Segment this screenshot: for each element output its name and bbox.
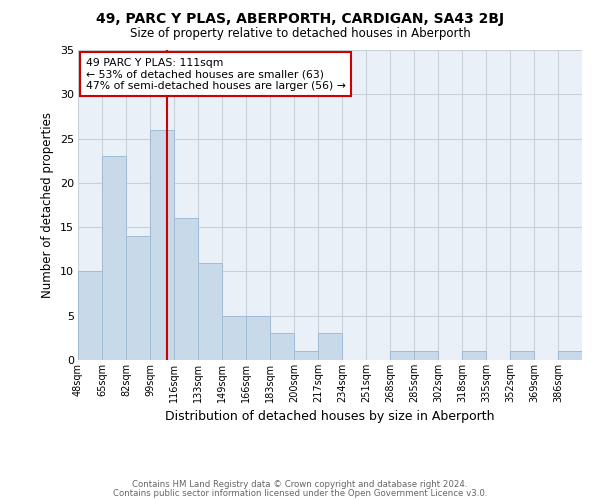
Bar (150, 130, 174, 360)
Bar (414, 351, 438, 360)
Bar (102, 156, 126, 360)
Bar (390, 351, 414, 360)
Bar (318, 334, 342, 360)
Bar (462, 351, 486, 360)
Text: 49 PARC Y PLAS: 111sqm
← 53% of detached houses are smaller (63)
47% of semi-det: 49 PARC Y PLAS: 111sqm ← 53% of detached… (86, 58, 346, 91)
Bar (222, 316, 246, 360)
Bar (510, 351, 534, 360)
Bar (294, 351, 318, 360)
Y-axis label: Number of detached properties: Number of detached properties (41, 112, 54, 298)
Bar (270, 334, 294, 360)
Text: Contains HM Land Registry data © Crown copyright and database right 2024.: Contains HM Land Registry data © Crown c… (132, 480, 468, 489)
Bar (126, 236, 150, 360)
Bar (174, 218, 198, 360)
Text: 49, PARC Y PLAS, ABERPORTH, CARDIGAN, SA43 2BJ: 49, PARC Y PLAS, ABERPORTH, CARDIGAN, SA… (96, 12, 504, 26)
Bar (558, 351, 582, 360)
Bar (78, 272, 102, 360)
Text: Contains public sector information licensed under the Open Government Licence v3: Contains public sector information licen… (113, 488, 487, 498)
Text: Size of property relative to detached houses in Aberporth: Size of property relative to detached ho… (130, 28, 470, 40)
Bar (246, 316, 270, 360)
X-axis label: Distribution of detached houses by size in Aberporth: Distribution of detached houses by size … (165, 410, 495, 424)
Bar (198, 262, 222, 360)
